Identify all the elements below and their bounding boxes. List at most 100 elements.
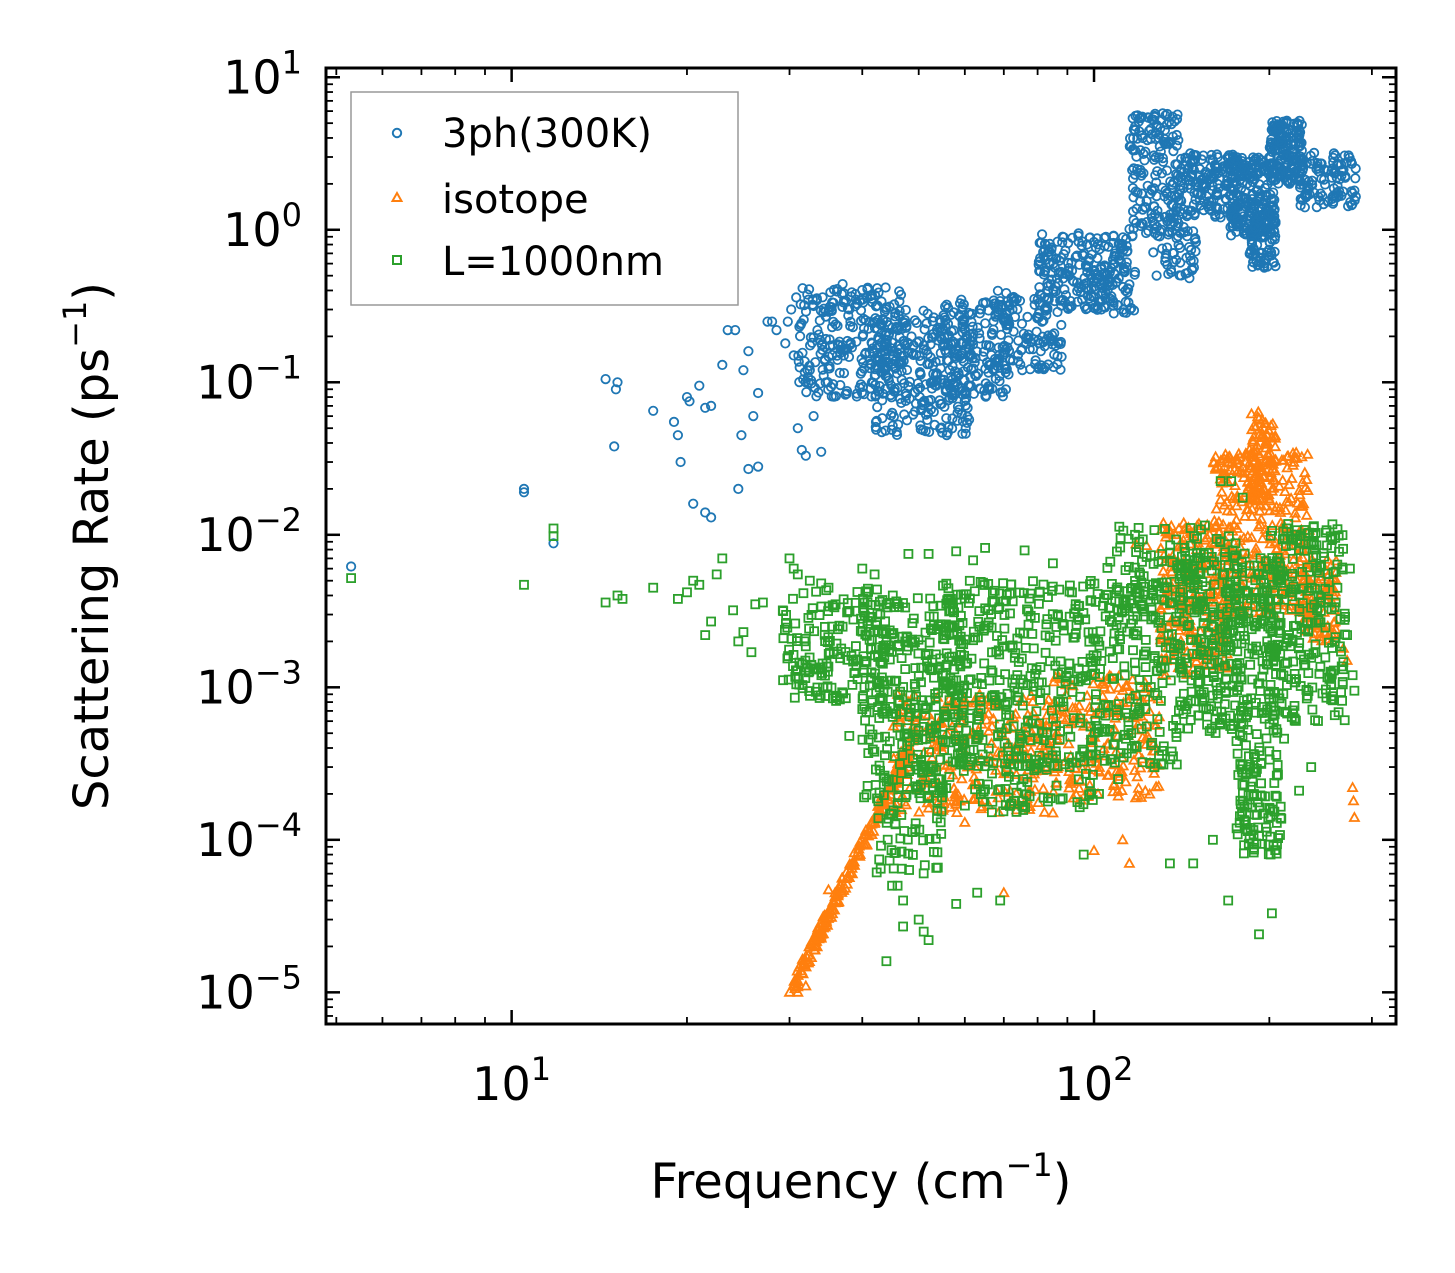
data-point — [823, 384, 834, 395]
data-point — [1073, 699, 1086, 711]
data-point — [1098, 681, 1111, 692]
data-point — [1044, 258, 1055, 269]
data-point — [1208, 194, 1219, 205]
data-point — [815, 348, 826, 359]
data-point — [792, 975, 805, 987]
data-point — [788, 350, 799, 361]
data-point — [1245, 247, 1256, 258]
data-point — [806, 337, 818, 348]
data-point — [1257, 232, 1268, 243]
data-point — [832, 354, 843, 365]
data-point — [1056, 319, 1067, 331]
data-point — [892, 880, 903, 891]
data-point — [992, 285, 1004, 296]
data-point — [808, 332, 819, 343]
data-point — [1215, 212, 1226, 223]
data-point — [968, 555, 978, 566]
data-point — [1101, 769, 1114, 780]
data-point — [1232, 213, 1243, 224]
data-point — [808, 300, 819, 312]
data-point — [1267, 457, 1280, 469]
data-point — [1225, 504, 1238, 516]
data-point — [1057, 237, 1068, 248]
data-point — [1270, 260, 1281, 272]
data-point — [1157, 564, 1170, 576]
data-point — [900, 395, 911, 406]
data-point — [973, 328, 985, 339]
data-point — [736, 430, 747, 441]
data-point — [857, 294, 868, 305]
data-point — [668, 416, 680, 427]
data-point — [1152, 779, 1165, 791]
data-point — [1140, 539, 1153, 550]
data-point — [694, 380, 705, 391]
data-point — [1020, 643, 1031, 653]
data-point — [1060, 297, 1071, 308]
data-point — [887, 322, 898, 333]
data-point — [1163, 268, 1174, 280]
data-point — [1295, 200, 1306, 211]
data-point — [1268, 464, 1282, 476]
data-point — [1176, 195, 1187, 207]
data-point — [1299, 481, 1312, 493]
data-point — [842, 343, 853, 354]
data-point — [1254, 179, 1265, 190]
data-point — [794, 331, 806, 342]
data-point — [1060, 290, 1072, 301]
data-point — [1128, 764, 1141, 775]
data-point — [1115, 784, 1128, 795]
data-point — [1067, 275, 1078, 286]
data-point — [1022, 311, 1033, 322]
data-point — [988, 295, 999, 306]
data-point — [1201, 531, 1214, 543]
data-point — [920, 379, 931, 390]
data-point — [345, 561, 357, 572]
data-point — [1036, 677, 1047, 688]
data-point — [1282, 139, 1293, 150]
data-point — [923, 549, 934, 559]
data-point — [846, 342, 858, 353]
data-point — [838, 295, 850, 306]
data-point — [800, 949, 813, 961]
data-point — [872, 323, 883, 334]
data-point — [1136, 170, 1147, 181]
data-point — [1267, 481, 1280, 493]
data-point — [1298, 466, 1311, 478]
data-point — [1255, 194, 1266, 205]
data-point — [1288, 452, 1301, 463]
data-point — [1028, 333, 1039, 345]
data-point — [1099, 232, 1110, 243]
data-points — [345, 108, 1361, 997]
data-point — [1222, 476, 1235, 488]
data-point — [965, 335, 976, 346]
data-point — [1148, 767, 1161, 778]
data-point — [1078, 279, 1089, 290]
data-point — [1199, 172, 1210, 183]
data-point — [700, 507, 711, 518]
data-point — [1255, 430, 1269, 442]
data-point — [1268, 168, 1279, 179]
data-point — [896, 323, 907, 335]
data-point — [1282, 449, 1295, 461]
data-point — [1258, 261, 1270, 272]
data-point — [1086, 290, 1097, 302]
data-point — [705, 400, 717, 411]
data-point — [706, 616, 716, 627]
data-point — [1146, 212, 1158, 224]
data-point — [941, 299, 952, 310]
data-point — [899, 409, 910, 420]
data-point — [788, 593, 798, 604]
data-point — [858, 389, 870, 400]
data-point — [1188, 858, 1199, 869]
data-point — [1165, 858, 1175, 869]
data-point — [1323, 165, 1334, 176]
data-point — [1247, 208, 1258, 219]
data-point — [1277, 454, 1290, 465]
data-point — [808, 410, 819, 422]
data-point — [799, 367, 810, 378]
data-point — [898, 317, 910, 328]
data-point — [1300, 508, 1313, 520]
data-point — [957, 428, 968, 439]
data-point — [888, 863, 899, 874]
data-point — [1279, 547, 1292, 559]
